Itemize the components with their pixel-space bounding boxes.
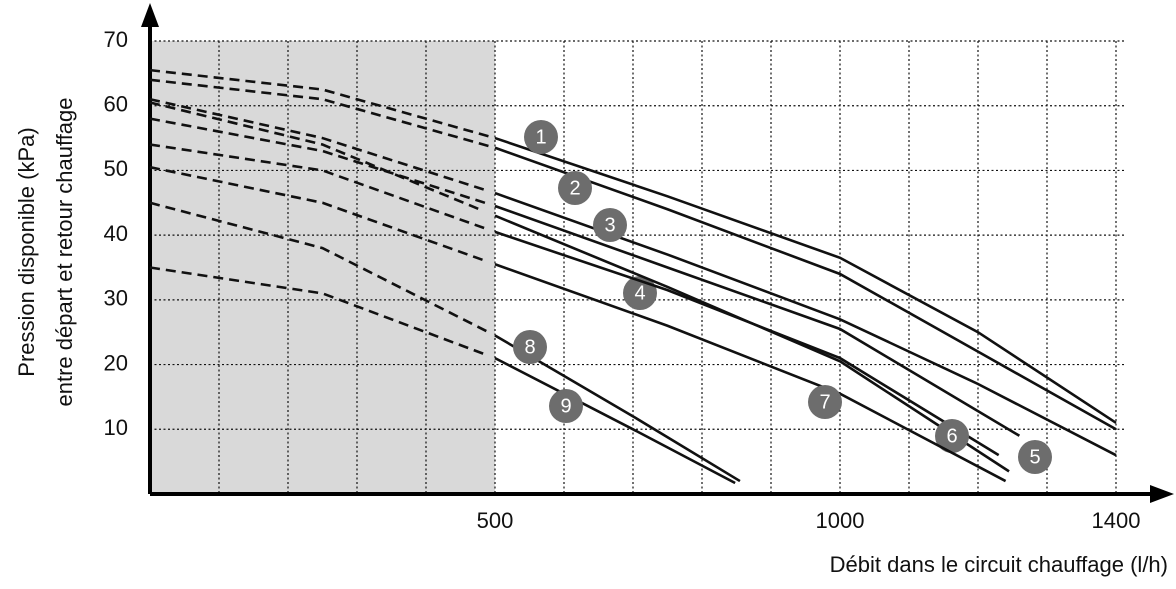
x-tick-label: 1400 [1092, 508, 1141, 533]
legend-label: 2 [569, 177, 580, 199]
y-tick-label: 20 [104, 350, 128, 375]
y-axis-title: Pression disponible (kPa) [14, 127, 39, 376]
legend-label: 8 [524, 336, 535, 358]
curve [149, 143, 1000, 457]
curve [149, 165, 1007, 483]
curve-label-badge [558, 171, 592, 205]
curve [149, 101, 1010, 473]
legend-label: 1 [535, 126, 546, 148]
x-tick-label: 1000 [816, 508, 865, 533]
curve-label-badge [808, 385, 842, 419]
curve [149, 201, 741, 483]
curve-label-badge [1018, 440, 1052, 474]
legend-label: 6 [946, 425, 957, 447]
curve-label-badge [524, 120, 558, 154]
curve-label-badge [593, 208, 627, 242]
legend-label: 7 [819, 391, 830, 413]
y-tick-label: 60 [104, 92, 128, 117]
curve-label-badge [549, 389, 583, 423]
curve-label-badge [513, 330, 547, 364]
y-tick-label: 30 [104, 286, 128, 311]
curve [149, 68, 1117, 424]
x-axis-arrow [1150, 485, 1174, 503]
y-axis-title: entre départ et retour chauffage [52, 97, 77, 406]
shaded-region [150, 41, 495, 494]
y-tick-label: 40 [104, 221, 128, 246]
y-tick-label: 70 [104, 27, 128, 52]
legend-label: 9 [560, 395, 571, 417]
curve [149, 97, 1117, 457]
curve [149, 78, 1117, 431]
x-tick-label: 500 [477, 508, 514, 533]
y-tick-label: 10 [104, 415, 128, 440]
legend-label: 3 [604, 214, 615, 236]
curve [149, 117, 1021, 437]
x-axis-title: Débit dans le circuit chauffage (l/h) [830, 552, 1168, 577]
legend-label: 4 [634, 282, 645, 304]
curve-label-badge [935, 419, 969, 453]
curve [149, 266, 736, 485]
legend-label: 5 [1029, 446, 1040, 468]
y-tick-label: 50 [104, 156, 128, 181]
y-axis-arrow [141, 3, 159, 27]
